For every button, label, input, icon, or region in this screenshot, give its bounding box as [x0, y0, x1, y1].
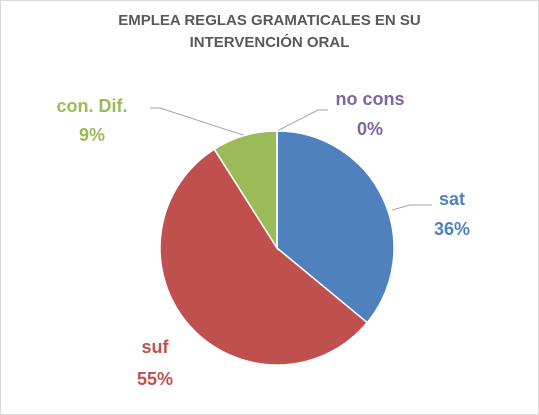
slice-value-label: 9%: [79, 125, 105, 145]
slice-category-label: con. Dif.: [57, 96, 128, 116]
slice-value-label: 0%: [357, 119, 383, 139]
leader-line: [150, 107, 247, 137]
pie-slice: [159, 148, 369, 366]
slice-category-label: no cons: [335, 89, 404, 109]
slice-category-label: sat: [439, 189, 465, 209]
leader-line: [276, 109, 328, 132]
slice-category-label: suf: [142, 337, 170, 357]
chart-title: EMPLEA REGLAS GRAMATICALES EN SU INTERVE…: [118, 12, 421, 51]
leader-line: [391, 204, 432, 211]
slice-value-label: 36%: [434, 219, 470, 239]
pie-slice: [276, 130, 395, 324]
slice-value-label: 55%: [137, 369, 173, 389]
